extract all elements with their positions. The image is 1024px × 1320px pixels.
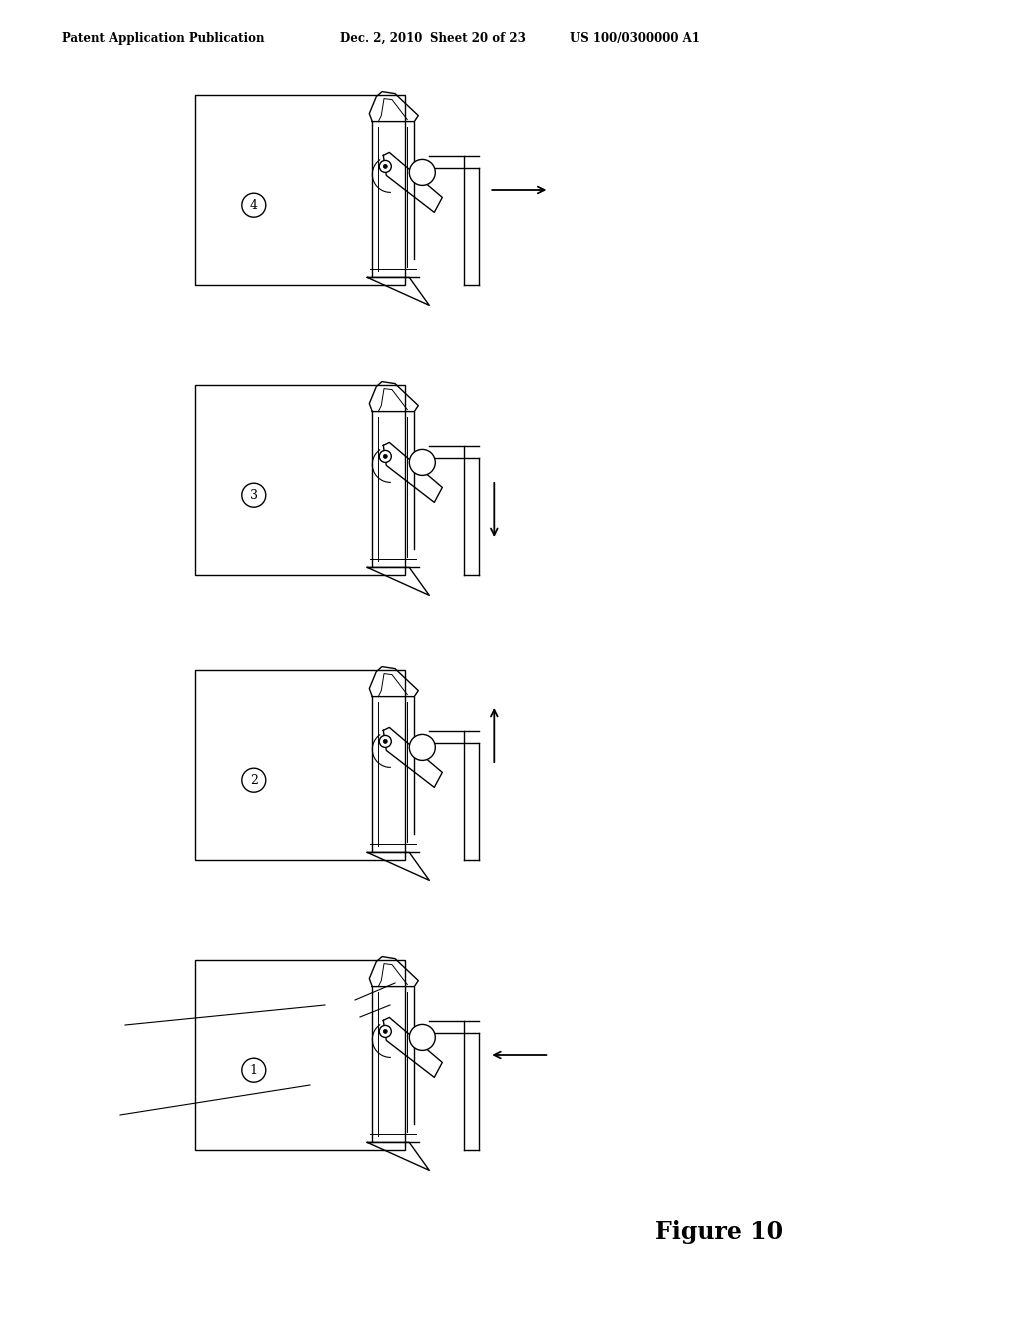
Circle shape — [410, 734, 435, 760]
Circle shape — [242, 483, 266, 507]
Text: Figure 10: Figure 10 — [655, 1220, 783, 1243]
Text: Patent Application Publication: Patent Application Publication — [62, 32, 264, 45]
Bar — [195, 960, 406, 1150]
Bar — [195, 95, 406, 285]
Circle shape — [383, 165, 387, 169]
Circle shape — [379, 161, 391, 173]
Circle shape — [383, 454, 387, 458]
Circle shape — [242, 193, 266, 218]
Circle shape — [410, 1024, 435, 1051]
Circle shape — [383, 1030, 387, 1034]
Circle shape — [383, 739, 387, 743]
Text: 3: 3 — [250, 488, 258, 502]
Bar — [195, 385, 406, 576]
Text: Sheet 20 of 23: Sheet 20 of 23 — [430, 32, 526, 45]
Circle shape — [379, 450, 391, 462]
Text: US 100/0300000 A1: US 100/0300000 A1 — [570, 32, 699, 45]
Text: 1: 1 — [250, 1064, 258, 1077]
Text: 2: 2 — [250, 774, 258, 787]
Circle shape — [410, 449, 435, 475]
Circle shape — [242, 768, 266, 792]
Circle shape — [242, 1059, 266, 1082]
Circle shape — [379, 735, 391, 747]
Text: 4: 4 — [250, 199, 258, 211]
Bar — [195, 671, 406, 861]
Text: Dec. 2, 2010: Dec. 2, 2010 — [340, 32, 422, 45]
Circle shape — [410, 160, 435, 185]
Circle shape — [379, 1026, 391, 1038]
